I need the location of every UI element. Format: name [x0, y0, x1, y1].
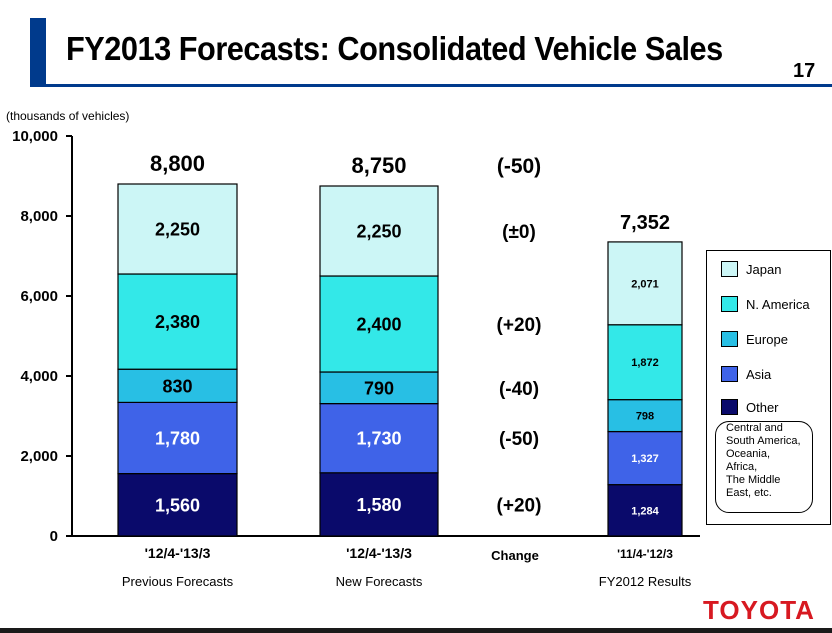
legend-label: N. America [746, 296, 810, 312]
segment-value-label: 2,250 [155, 219, 200, 239]
y-tick-label: 2,000 [20, 448, 58, 465]
y-tick-label: 4,000 [20, 368, 58, 385]
change-value-label: (-40) [499, 379, 539, 400]
title-accent-bar [30, 18, 46, 84]
y-tick-label: 8,000 [20, 208, 58, 225]
segment-value-label: 1,580 [356, 495, 401, 515]
change-value-label: (-50) [499, 429, 539, 450]
segment-value-label: 2,250 [356, 221, 401, 241]
change-value-label: (±0) [502, 222, 536, 243]
legend-item: Japan [721, 261, 781, 277]
y-tick-label: 0 [50, 528, 58, 545]
chart-legend: Central and South America, Oceania, Afri… [706, 250, 831, 525]
bar-segment [319, 371, 439, 405]
change-value-label: (+20) [497, 315, 542, 336]
bar-segment [607, 430, 683, 486]
segment-value-label: 798 [636, 411, 654, 423]
legend-swatch [721, 261, 738, 277]
y-tick-label: 6,000 [20, 288, 58, 305]
change-total-label: (-50) [497, 155, 541, 178]
legend-other-note: Central and South America, Oceania, Afri… [715, 421, 813, 513]
x-category-caption: Previous Forecasts [122, 574, 234, 589]
legend-swatch [721, 296, 738, 312]
segment-value-label: 1,872 [631, 357, 659, 369]
y-tick-label: 10,000 [12, 128, 58, 145]
segment-value-label: 2,071 [631, 278, 659, 290]
bar-segment [319, 275, 439, 373]
bar-segment [117, 183, 238, 275]
legend-item: N. America [721, 296, 810, 312]
legend-item: Asia [721, 366, 771, 382]
x-category-caption: FY2012 Results [599, 574, 692, 589]
x-category-label: '12/4-'13/3 [145, 545, 211, 561]
bar-segment [319, 185, 439, 277]
change-value-label: (+20) [497, 495, 542, 516]
x-category-label: '12/4-'13/3 [346, 545, 412, 561]
segment-value-label: 1,560 [155, 495, 200, 515]
segment-value-label: 2,380 [155, 312, 200, 332]
segment-value-label: 2,400 [356, 314, 401, 334]
legend-label: Europe [746, 331, 788, 347]
legend-label: Japan [746, 261, 782, 277]
unit-label: (thousands of vehicles) [6, 109, 129, 123]
segment-value-label: 1,780 [155, 428, 200, 448]
segment-value-label: 1,284 [631, 505, 659, 517]
segment-value-label: 1,730 [356, 429, 401, 449]
change-header: Change [491, 548, 539, 563]
legend-swatch [721, 331, 738, 347]
x-category-caption: New Forecasts [336, 574, 423, 589]
segment-value-label: 790 [364, 378, 394, 398]
legend-item: Europe [721, 331, 788, 347]
bar-segment [607, 241, 683, 326]
toyota-logo: TOYOTA [703, 595, 815, 625]
legend-item: Other [721, 399, 779, 415]
page-number: 17 [793, 60, 816, 82]
legend-label: Asia [746, 366, 772, 382]
title-divider [30, 84, 832, 87]
bar-total-label: 8,750 [351, 153, 406, 178]
segment-value-label: 1,327 [631, 453, 659, 465]
x-category-label: '11/4-'12/3 [617, 547, 673, 561]
footer-divider [0, 628, 832, 633]
segment-value-label: 830 [162, 376, 192, 396]
legend-swatch [721, 399, 738, 415]
page-title: FY2013 Forecasts: Consolidated Vehicle S… [66, 30, 723, 67]
bar-total-label: 8,800 [150, 151, 205, 176]
legend-label: Other [746, 399, 779, 415]
legend-swatch [721, 366, 738, 382]
bar-segment [319, 472, 439, 537]
bar-segment [117, 401, 238, 475]
bar-total-label: 7,352 [620, 212, 670, 234]
